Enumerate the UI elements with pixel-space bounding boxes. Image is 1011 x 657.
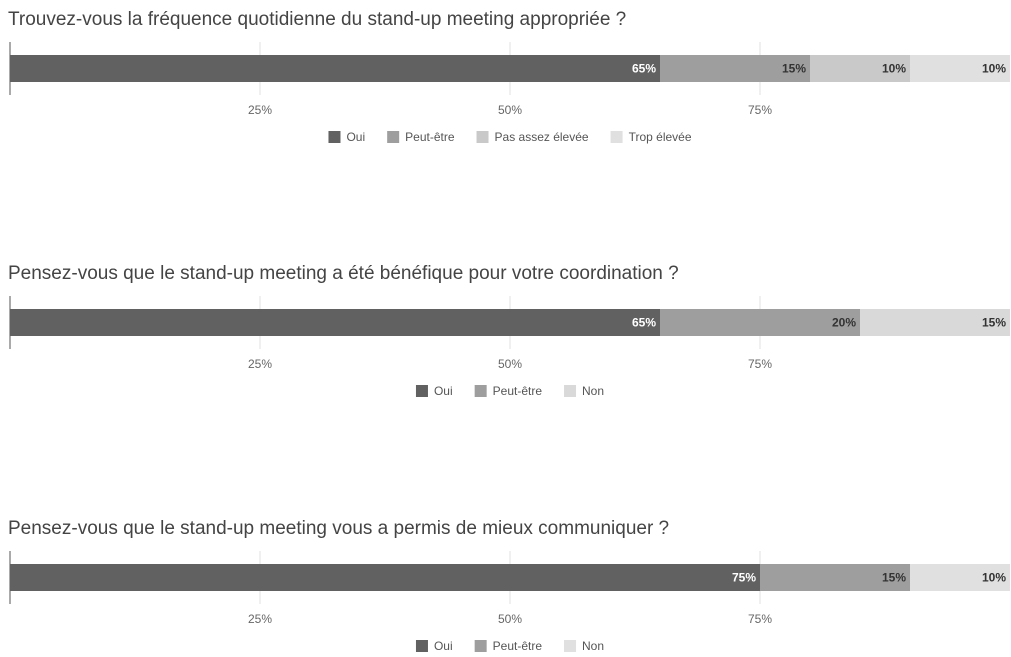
bar-segment xyxy=(910,55,1010,82)
legend-swatch xyxy=(476,131,489,143)
bar-segment xyxy=(760,564,910,591)
legend-label: Oui xyxy=(346,130,365,144)
legend-swatch xyxy=(564,640,577,652)
value-label: 65% xyxy=(632,62,656,76)
x-tick-label: 50% xyxy=(498,357,522,371)
x-tick-label: 25% xyxy=(248,612,272,626)
legend-swatch xyxy=(415,640,428,652)
value-label: 10% xyxy=(982,62,1006,76)
chart-title: Pensez-vous que le stand-up meeting vous… xyxy=(8,518,669,539)
x-tick-label: 25% xyxy=(248,357,272,371)
bar-segment xyxy=(10,564,760,591)
bar-segment xyxy=(660,55,810,82)
legend-swatch xyxy=(387,131,400,143)
legend-label: Peut-être xyxy=(405,130,455,144)
x-tick-label: 50% xyxy=(498,103,522,117)
value-label: 10% xyxy=(882,62,906,76)
legend-label: Oui xyxy=(434,384,453,398)
bar-segment xyxy=(910,564,1010,591)
legend-label: Peut-être xyxy=(493,639,543,653)
legend-swatch xyxy=(474,385,487,397)
x-tick-label: 25% xyxy=(248,103,272,117)
legend-label: Peut-être xyxy=(493,384,543,398)
x-tick-label: 75% xyxy=(748,612,772,626)
value-label: 20% xyxy=(832,316,856,330)
bar-segment xyxy=(810,55,910,82)
value-label: 75% xyxy=(732,571,756,585)
value-label: 15% xyxy=(882,571,906,585)
x-tick-label: 50% xyxy=(498,612,522,626)
chart-title: Trouvez-vous la fréquence quotidienne du… xyxy=(8,9,626,30)
legend-label: Non xyxy=(582,384,604,398)
legend-label: Non xyxy=(582,639,604,653)
x-tick-label: 75% xyxy=(748,357,772,371)
legend-label: Oui xyxy=(434,639,453,653)
legend-swatch xyxy=(474,640,487,652)
legend-swatch xyxy=(610,131,623,143)
legend-label: Trop élevée xyxy=(629,130,692,144)
bar-segment xyxy=(860,309,1010,336)
value-label: 15% xyxy=(782,62,806,76)
chart-title: Pensez-vous que le stand-up meeting a ét… xyxy=(8,263,679,284)
value-label: 65% xyxy=(632,316,656,330)
legend-swatch xyxy=(328,131,341,143)
bar-segment xyxy=(10,55,660,82)
value-label: 10% xyxy=(982,571,1006,585)
x-tick-label: 75% xyxy=(748,103,772,117)
legend-label: Pas assez élevée xyxy=(495,130,589,144)
bar-segment xyxy=(660,309,860,336)
legend-swatch xyxy=(415,385,428,397)
bar-segment xyxy=(10,309,660,336)
value-label: 15% xyxy=(982,316,1006,330)
legend-swatch xyxy=(564,385,577,397)
